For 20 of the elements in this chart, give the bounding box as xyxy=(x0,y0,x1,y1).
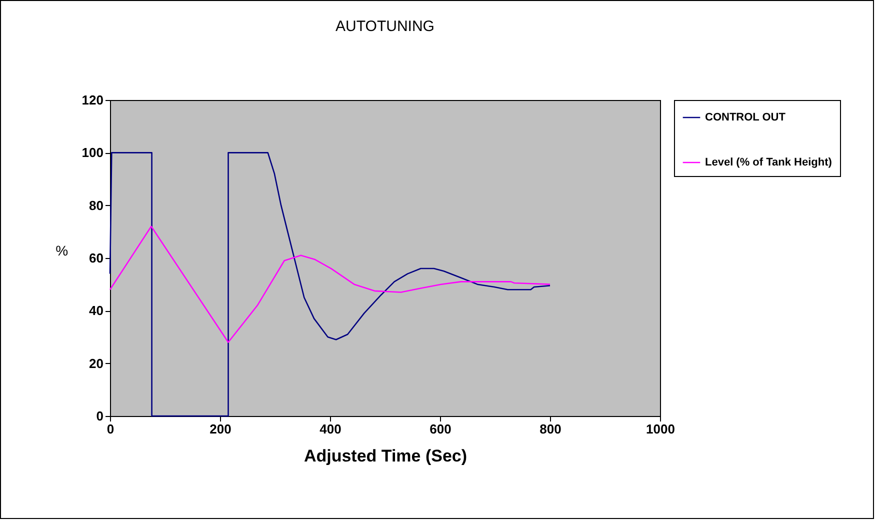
chart-title: AUTOTUNING xyxy=(336,18,434,35)
y-tick-label: 80 xyxy=(89,198,104,213)
line-series xyxy=(109,152,551,417)
y-tick-label: 40 xyxy=(89,303,104,318)
y-tick-label: 0 xyxy=(96,408,104,424)
x-tick-label: 200 xyxy=(210,422,232,436)
x-axis-title: Adjusted Time (Sec) xyxy=(304,446,468,466)
line-series xyxy=(109,226,551,343)
x-tick-label: 400 xyxy=(320,422,342,436)
y-tick-label: 20 xyxy=(89,356,104,371)
y-tick-label: 60 xyxy=(89,250,104,266)
x-tick-label: 1000 xyxy=(646,422,675,436)
y-axis-title: % xyxy=(56,242,68,258)
x-tick-label: 600 xyxy=(430,422,452,436)
legend-label: Level (% of Tank Height) xyxy=(705,156,832,168)
x-tick-label: 800 xyxy=(540,422,562,436)
y-tick-label: 120 xyxy=(82,92,104,108)
legend-label: CONTROL OUT xyxy=(705,112,786,124)
y-tick-label: 100 xyxy=(82,145,104,160)
x-tick-label: 0 xyxy=(106,422,114,436)
